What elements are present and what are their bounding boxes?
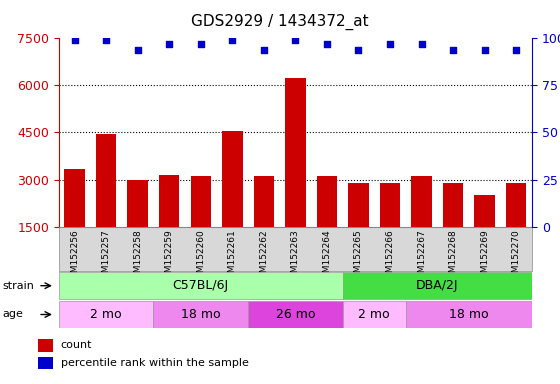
- Text: count: count: [60, 340, 92, 350]
- Text: strain: strain: [3, 281, 35, 291]
- Bar: [380, 183, 400, 273]
- Bar: [343, 272, 532, 299]
- Point: [101, 37, 110, 43]
- Bar: [248, 301, 343, 328]
- Bar: [38, 357, 53, 369]
- Bar: [64, 169, 85, 273]
- Text: C57BL/6J: C57BL/6J: [172, 279, 229, 292]
- Bar: [254, 176, 274, 273]
- Bar: [153, 301, 248, 328]
- Point: [165, 41, 174, 47]
- Text: GDS2929 / 1434372_at: GDS2929 / 1434372_at: [191, 13, 369, 30]
- Bar: [128, 180, 148, 273]
- Bar: [59, 301, 153, 328]
- Bar: [222, 131, 242, 273]
- Point: [385, 41, 394, 47]
- Bar: [406, 301, 532, 328]
- Bar: [506, 183, 526, 273]
- Point: [228, 37, 237, 43]
- Point: [354, 46, 363, 53]
- Point: [449, 46, 458, 53]
- Bar: [38, 339, 53, 352]
- Bar: [317, 176, 337, 273]
- Point: [133, 46, 142, 53]
- Bar: [474, 195, 495, 273]
- Bar: [443, 183, 463, 273]
- Text: percentile rank within the sample: percentile rank within the sample: [60, 358, 249, 367]
- Bar: [96, 134, 116, 273]
- Text: 2 mo: 2 mo: [90, 308, 122, 321]
- Point: [480, 46, 489, 53]
- Bar: [59, 272, 343, 299]
- Bar: [190, 176, 211, 273]
- Point: [259, 46, 268, 53]
- Bar: [412, 176, 432, 273]
- Bar: [159, 175, 179, 273]
- Text: age: age: [3, 310, 24, 319]
- Point: [417, 41, 426, 47]
- Text: DBA/2J: DBA/2J: [416, 279, 459, 292]
- Text: 26 mo: 26 mo: [276, 308, 315, 321]
- Bar: [285, 78, 306, 273]
- Point: [196, 41, 205, 47]
- Point: [323, 41, 332, 47]
- Point: [291, 37, 300, 43]
- Text: 2 mo: 2 mo: [358, 308, 390, 321]
- Text: 18 mo: 18 mo: [449, 308, 489, 321]
- Point: [70, 37, 79, 43]
- Text: 18 mo: 18 mo: [181, 308, 221, 321]
- Bar: [343, 301, 406, 328]
- Bar: [348, 183, 368, 273]
- Point: [512, 46, 521, 53]
